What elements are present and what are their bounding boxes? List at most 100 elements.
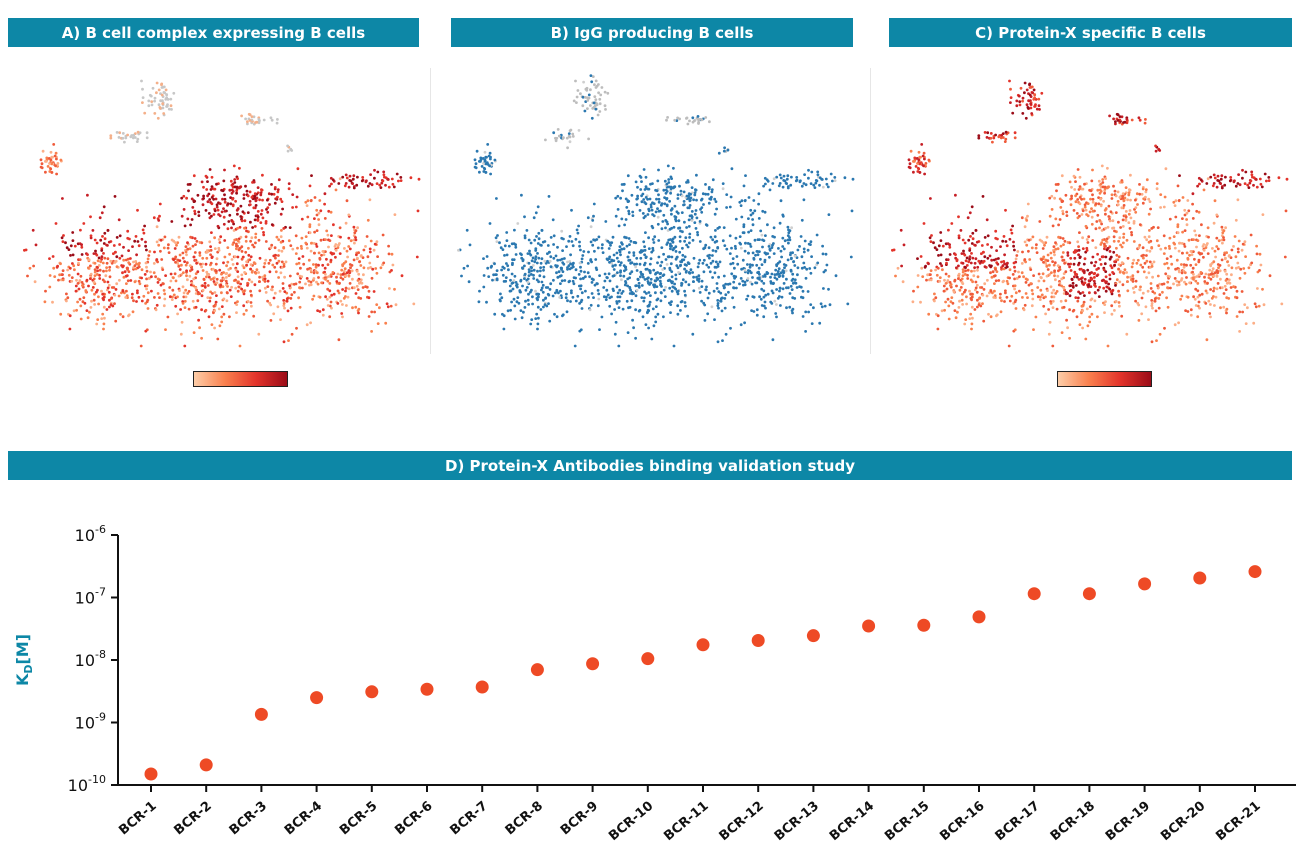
tsne-point xyxy=(309,280,313,284)
tsne-point xyxy=(1172,241,1176,245)
tsne-point xyxy=(668,199,671,203)
tsne-point xyxy=(564,296,568,300)
tsne-point xyxy=(700,210,704,214)
tsne-point xyxy=(381,233,385,237)
tsne-point xyxy=(1013,328,1017,332)
tsne-point xyxy=(542,268,545,272)
tsne-point xyxy=(488,151,492,155)
tsne-point xyxy=(1148,249,1152,253)
tsne-point xyxy=(1021,250,1024,254)
tsne-point xyxy=(1203,280,1207,283)
tsne-point xyxy=(102,252,105,255)
tsne-point xyxy=(613,332,617,336)
tsne-point xyxy=(533,238,537,242)
tsne-point xyxy=(131,310,135,314)
tsne-point xyxy=(291,193,295,196)
tsne-point xyxy=(1185,276,1188,279)
tsne-point xyxy=(1145,254,1148,257)
tsne-point xyxy=(747,230,750,234)
tsne-point xyxy=(922,164,925,168)
tsne-point xyxy=(54,164,57,168)
tsne-point xyxy=(969,292,973,296)
tsne-point xyxy=(1121,194,1125,198)
tsne-point xyxy=(963,273,967,276)
tsne-point xyxy=(1114,284,1117,287)
tsne-point xyxy=(688,236,691,239)
tsne-point xyxy=(362,266,366,270)
tsne-point xyxy=(719,299,723,303)
tsne-point xyxy=(197,318,201,322)
tsne-point xyxy=(145,136,149,140)
tsne-point xyxy=(1101,178,1105,181)
tsne-point xyxy=(200,294,204,298)
tsne-point xyxy=(549,255,553,259)
tsne-point xyxy=(1126,289,1130,293)
tsne-point xyxy=(1135,192,1139,196)
tsne-point xyxy=(1236,182,1240,185)
tsne-point xyxy=(272,312,276,316)
tsne-point xyxy=(157,103,161,107)
tsne-point xyxy=(572,99,576,103)
tsne-point xyxy=(1011,273,1015,276)
tsne-point xyxy=(185,253,188,257)
tsne-point xyxy=(556,245,559,249)
tsne-point xyxy=(568,260,572,263)
tsne-point xyxy=(300,217,304,221)
tsne-point xyxy=(1054,247,1058,251)
tsne-point xyxy=(1028,82,1032,86)
tsne-point xyxy=(60,236,64,240)
tsne-point xyxy=(653,235,657,239)
tsne-point xyxy=(277,249,281,252)
tsne-point xyxy=(1236,250,1240,254)
tsne-point xyxy=(715,207,718,211)
tsne-point xyxy=(337,291,341,295)
tsne-point xyxy=(54,222,58,225)
tsne-point xyxy=(751,251,755,255)
tsne-point xyxy=(687,218,691,222)
tsne-point xyxy=(1032,328,1035,331)
tsne-point xyxy=(657,209,661,213)
tsne-point xyxy=(1031,297,1035,301)
tsne-point xyxy=(1013,136,1017,140)
tsne-point xyxy=(683,239,686,243)
tsne-point xyxy=(285,291,289,295)
tsne-point xyxy=(1215,287,1219,291)
tsne-point xyxy=(999,136,1003,140)
tsne-point xyxy=(182,194,186,198)
tsne-point xyxy=(647,326,650,330)
tsne-point xyxy=(378,306,381,310)
tsne-point xyxy=(933,299,936,303)
tsne-point xyxy=(1202,255,1205,259)
tsne-point xyxy=(1001,264,1005,267)
tsne-point xyxy=(608,279,612,283)
tsne-point xyxy=(237,248,241,252)
tsne-point xyxy=(915,157,919,160)
tsne-point xyxy=(1024,116,1028,120)
tsne-point xyxy=(1206,281,1209,285)
tsne-point xyxy=(276,305,280,309)
tsne-point xyxy=(1021,99,1024,103)
tsne-point xyxy=(508,289,512,293)
tsne-point xyxy=(295,262,299,266)
tsne-point xyxy=(681,253,685,257)
tsne-point xyxy=(1017,270,1020,274)
tsne-point xyxy=(1172,200,1176,204)
tsne-point xyxy=(985,294,989,298)
tsne-point xyxy=(997,279,1001,282)
panel-c-title: C) Protein-X specific B cells xyxy=(889,18,1292,47)
tsne-point xyxy=(237,285,241,289)
tsne-point xyxy=(576,294,580,298)
tsne-point xyxy=(579,328,583,332)
tsne-point xyxy=(174,241,178,245)
tsne-point xyxy=(33,280,37,284)
tsne-point xyxy=(141,101,144,104)
tsne-point xyxy=(521,284,524,288)
tsne-point xyxy=(916,170,920,173)
tsne-point xyxy=(305,246,309,250)
tsne-point xyxy=(732,280,736,284)
tsne-point xyxy=(1127,193,1131,197)
tsne-point xyxy=(120,254,124,258)
tsne-point xyxy=(1013,131,1017,135)
tsne-point xyxy=(739,277,743,280)
tsne-point xyxy=(225,299,229,303)
